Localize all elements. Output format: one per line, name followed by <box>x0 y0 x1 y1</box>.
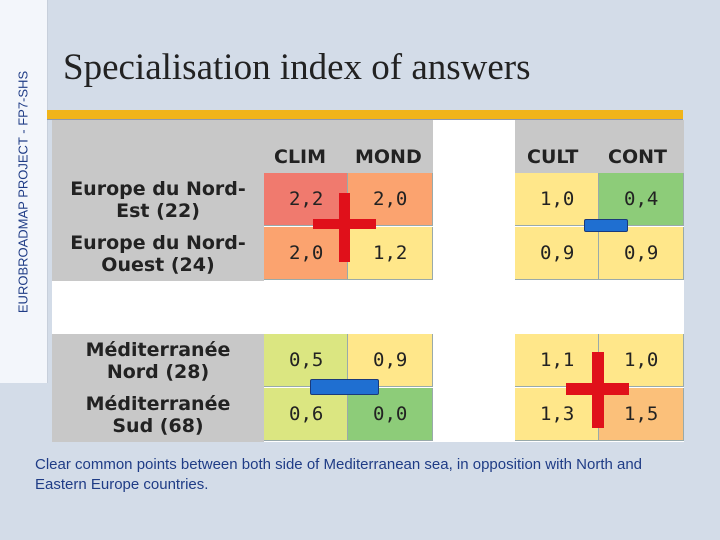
cell-med-nord-cont: 1,0 <box>599 334 684 387</box>
slide-title: Specialisation index of answers <box>63 47 531 88</box>
minus-marker-south <box>310 379 379 395</box>
sidebar: EUROBROADMAP PROJECT - FP7-SHS <box>0 0 48 383</box>
cell-nord-ouest-mond: 1,2 <box>348 227 433 280</box>
cell-nord-est-mond: 2,0 <box>348 173 433 226</box>
header-left <box>52 120 433 173</box>
cell-med-sud-clim: 0,6 <box>264 388 348 441</box>
cell-nord-est-cult: 1,0 <box>515 173 599 226</box>
header-gap <box>433 120 515 173</box>
cell-nord-est-cont: 0,4 <box>599 173 684 226</box>
col-header-mond: MOND <box>355 146 422 168</box>
header-right <box>515 120 684 173</box>
project-label: EUROBROADMAP PROJECT - FP7-SHS <box>15 70 31 314</box>
title-underline <box>47 119 683 120</box>
col-header-clim: CLIM <box>274 146 327 168</box>
cell-med-nord-cult: 1,1 <box>515 334 599 387</box>
cell-med-sud-mond: 0,0 <box>348 388 433 441</box>
cell-med-sud-cult: 1,3 <box>515 388 599 441</box>
row-label-med-nord: Méditerranée Nord (28) <box>52 334 264 388</box>
cell-nord-ouest-cont: 0,9 <box>599 227 684 280</box>
col-header-cont: CONT <box>608 146 667 168</box>
cell-med-nord-mond: 0,9 <box>348 334 433 387</box>
title-rule <box>47 110 683 119</box>
row-label-nord-est: Europe du Nord- Est (22) <box>52 173 264 227</box>
row-label-nord-ouest: Europe du Nord- Ouest (24) <box>52 227 264 281</box>
minus-marker-north <box>584 219 628 232</box>
cell-med-sud-cont: 1,5 <box>599 388 684 441</box>
cell-nord-ouest-cult: 0,9 <box>515 227 599 280</box>
col-header-cult: CULT <box>527 146 579 168</box>
column-gap <box>433 173 515 442</box>
row-label-med-sud: Méditerranée Sud (68) <box>52 388 264 442</box>
cell-nord-ouest-clim: 2,0 <box>264 227 348 280</box>
group-separator <box>52 282 684 334</box>
slide-caption: Clear common points between both side of… <box>35 456 643 493</box>
cell-med-nord-clim: 0,5 <box>264 334 348 387</box>
